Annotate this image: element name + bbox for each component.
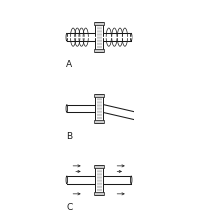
Bar — [94, 22, 104, 25]
Ellipse shape — [66, 105, 68, 112]
Bar — [95, 94, 103, 123]
Bar — [95, 165, 103, 195]
Ellipse shape — [135, 112, 138, 120]
Ellipse shape — [130, 176, 132, 184]
Bar — [95, 22, 103, 52]
Bar — [95, 22, 103, 52]
Ellipse shape — [130, 33, 132, 41]
Ellipse shape — [66, 176, 68, 184]
Bar — [94, 94, 104, 97]
Text: C: C — [66, 203, 72, 212]
Bar — [95, 94, 103, 123]
Text: A: A — [66, 60, 72, 69]
Text: B: B — [66, 132, 72, 141]
Bar — [94, 120, 104, 123]
Bar — [94, 49, 104, 52]
Bar — [94, 192, 104, 195]
Bar — [95, 165, 103, 195]
Ellipse shape — [66, 33, 68, 41]
Bar — [94, 165, 104, 168]
